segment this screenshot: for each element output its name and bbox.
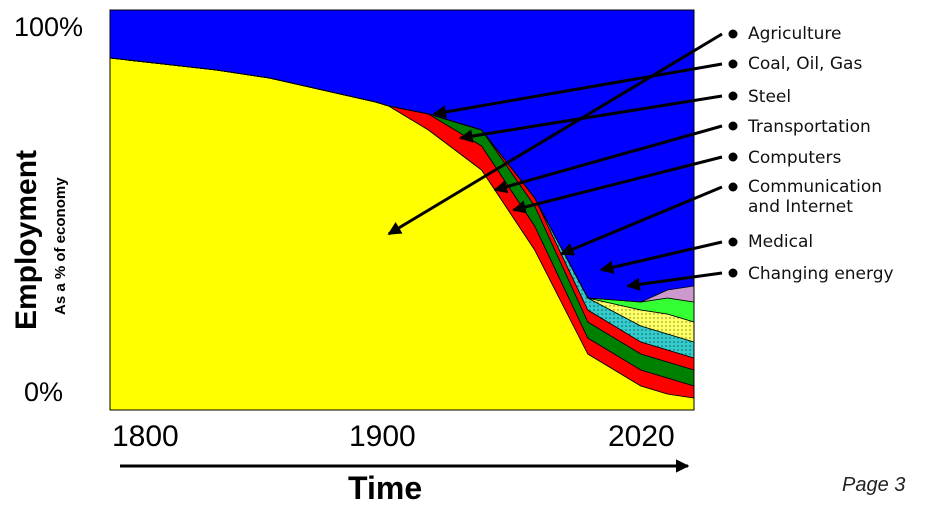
legend-changing-energy: Changing energy xyxy=(748,264,894,284)
y-axis-title: Employment xyxy=(10,149,43,330)
legend-bullet xyxy=(728,268,738,278)
legend-arrow xyxy=(493,124,723,194)
ytick-bottom: 0% xyxy=(24,377,64,407)
legend-arrow xyxy=(626,271,723,292)
legend-arrow xyxy=(432,62,723,119)
page-number: Page 3 xyxy=(842,474,906,496)
legend-agriculture: Agriculture xyxy=(748,24,842,44)
legend-communication: Communication and Internet xyxy=(748,177,918,217)
y-axis-subtitle: As a % of economy xyxy=(52,177,69,315)
legend-bullet xyxy=(728,152,738,162)
legend-bullet xyxy=(728,59,738,69)
legend-coal-oil-gas: Coal, Oil, Gas xyxy=(748,54,863,74)
legend-bullet xyxy=(728,182,738,192)
legend-bullet xyxy=(728,29,738,39)
legend-arrow xyxy=(560,185,723,256)
legend-arrow xyxy=(387,32,723,236)
legend-communication-label: Communication and Internet xyxy=(748,177,882,217)
legend-bullet xyxy=(728,237,738,247)
plot-frame xyxy=(109,9,695,411)
xtick-2020: 2020 xyxy=(608,420,675,453)
legend-arrows xyxy=(387,32,723,292)
legend-bullet xyxy=(728,121,738,131)
legend-arrow xyxy=(599,240,723,274)
legend-arrow xyxy=(512,155,723,214)
xtick-1900: 1900 xyxy=(349,420,416,453)
legend-arrow xyxy=(459,94,723,143)
xtick-1800: 1800 xyxy=(112,420,179,453)
x-axis-title: Time xyxy=(348,470,423,506)
legend-bullets xyxy=(728,29,738,278)
ytick-top: 100% xyxy=(14,12,84,42)
legend-computers: Computers xyxy=(748,148,842,168)
legend-medical: Medical xyxy=(748,232,814,252)
legend-transportation: Transportation xyxy=(748,117,871,137)
legend-steel: Steel xyxy=(748,87,792,107)
legend-bullet xyxy=(728,91,738,101)
plot-area xyxy=(109,9,695,411)
